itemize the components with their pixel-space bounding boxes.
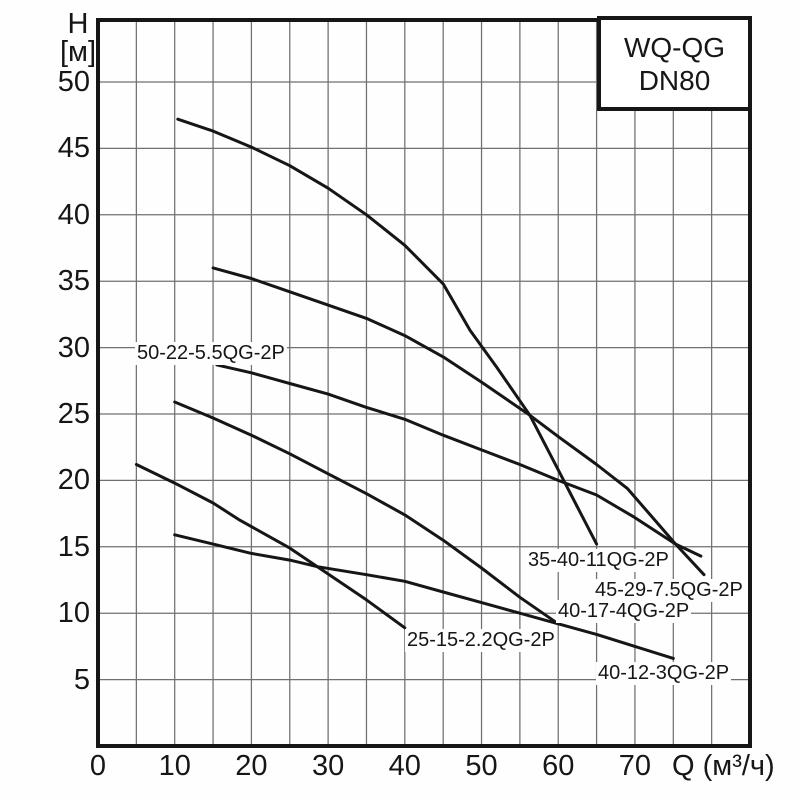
x-tick-label-20: 20 [235, 750, 268, 782]
title-box-dn-size: DN80 [638, 64, 711, 96]
y-tick-label-15: 15 [57, 530, 90, 563]
curve-40-17-4QG-2P [173, 400, 560, 626]
y-axis-title-symbol: H [67, 8, 89, 40]
curve-25-15-2.2QG-2P [134, 463, 407, 630]
title-box-series-name: WQ-QG [623, 31, 726, 63]
curve-label-35-40-11QG-2P: 35-40-11QG-2P [526, 549, 671, 573]
x-tick-label-60: 60 [542, 750, 575, 782]
curve-35-40-11QG-2P [176, 117, 599, 546]
y-tick-label-50: 50 [57, 66, 90, 98]
title-box: WQ-QG DN80 [597, 16, 752, 111]
curve-label-50-22-5.5QG-2P: 50-22-5.5QG-2P [134, 342, 287, 366]
x-tick-label-30: 30 [311, 750, 345, 782]
y-tick-label-30: 30 [57, 331, 90, 364]
curve-label-25-15-2.2QG-2P: 25-15-2.2QG-2P [404, 629, 557, 652]
x-tick-label-50: 50 [465, 750, 498, 782]
y-tick-label-35: 35 [57, 265, 90, 298]
y-tick-label-25: 25 [57, 398, 90, 430]
curve-40-12-3QG-2P [173, 533, 675, 660]
x-tick-label-10: 10 [158, 750, 191, 782]
y-tick-label-5: 5 [73, 663, 90, 696]
plot-border [96, 18, 752, 748]
curve-45-29-7.5QG-2P [211, 266, 706, 577]
x-tick-label-40: 40 [388, 750, 421, 782]
y-tick-label-10: 10 [57, 597, 90, 630]
curve-label-45-29-7.5QG-2P: 45-29-7.5QG-2P [592, 578, 745, 602]
x-axis-title: Q (м³/ч) [672, 750, 775, 782]
y-tick-label-45: 45 [57, 132, 90, 165]
curve-label-40-17-4QG-2P: 40-17-4QG-2P [556, 600, 692, 624]
curve-label-40-12-3QG-2P: 40-12-3QG-2P [595, 661, 732, 685]
x-tick-label-0: 0 [89, 750, 107, 782]
curve-50-22-5.5QG-2P [215, 363, 703, 558]
x-tick-label-70: 70 [618, 750, 652, 782]
y-tick-label-20: 20 [57, 464, 90, 497]
y-axis-title: H [м] [40, 8, 116, 68]
y-tick-label-40: 40 [57, 198, 90, 231]
y-axis-title-unit: [м] [59, 36, 97, 68]
